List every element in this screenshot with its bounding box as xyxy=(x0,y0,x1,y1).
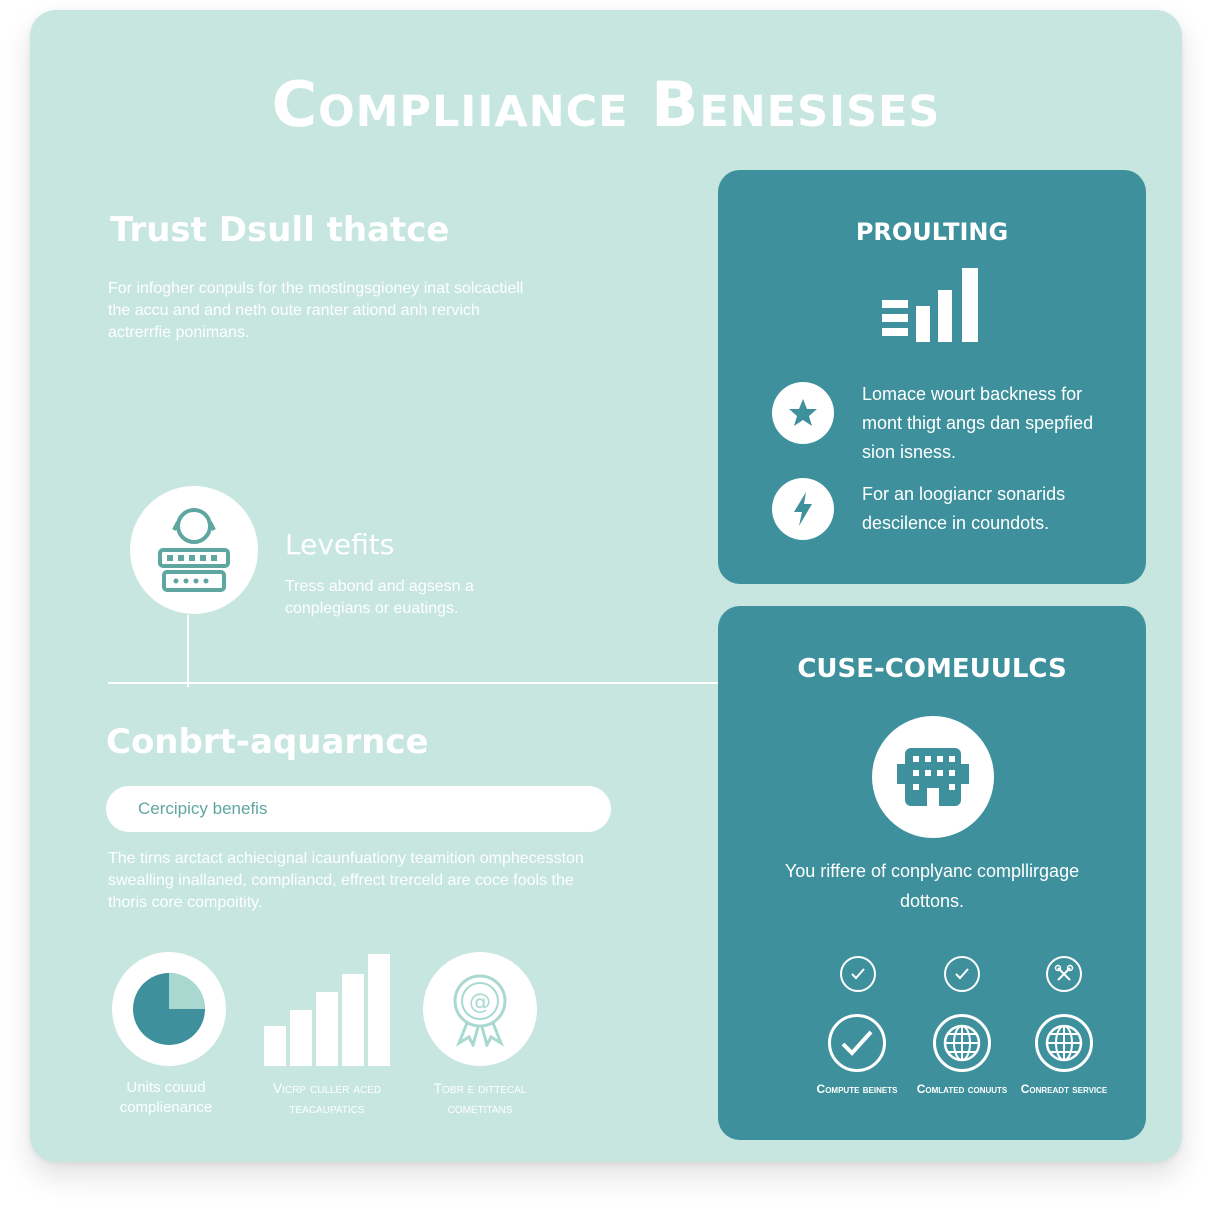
svg-text:@: @ xyxy=(469,990,491,1015)
page-title: Compliiance Benesises xyxy=(271,68,941,141)
pie-chart-icon xyxy=(112,952,226,1066)
infographic-card: Compliiance Benesises Trust Dsull thatce… xyxy=(30,10,1182,1162)
award-badge-icon: @ xyxy=(423,952,537,1066)
service-label-compute: Compute beinets xyxy=(816,1082,898,1096)
cuse-panel: CUSE-COMEUULCS You riffere of conplyanc … xyxy=(718,606,1146,1140)
cuse-description: You riffere of conplyanc compllirgage do… xyxy=(784,861,1080,911)
globe-icon[interactable] xyxy=(1035,1014,1093,1072)
check-circle-icon xyxy=(944,956,980,992)
feature-text-1: Lomace wourt backness for mont thigt ang… xyxy=(862,384,1094,462)
trust-text: For infogher conpuls for the mostingsgio… xyxy=(108,280,524,341)
shield-server-icon xyxy=(130,486,258,614)
stat-label-vicrp: Vicrp culler aced teacaupatics xyxy=(272,1080,382,1116)
proulting-title: PROULTING xyxy=(855,218,1009,246)
checkmark-icon[interactable] xyxy=(828,1014,886,1072)
service-label-conreadt: Conreadt service xyxy=(1020,1082,1108,1096)
tools-icon xyxy=(1046,956,1082,992)
service-label-comlated: Comlated conuuts xyxy=(916,1082,1008,1096)
benefits-pill-button[interactable]: Cercipicy benefis xyxy=(106,786,611,832)
pill-label: Cercipicy benefis xyxy=(138,799,268,818)
bar-chart-icon xyxy=(264,952,394,1066)
building-icon xyxy=(872,716,994,838)
divider-line xyxy=(108,682,718,684)
levefits-text: Tress abond and agsesn a conplegians or … xyxy=(285,578,474,617)
conbrt-heading: Conbrt-aquarnce xyxy=(106,722,429,762)
cuse-title: CUSE-COMEUULCS xyxy=(797,654,1067,684)
connector-line xyxy=(187,615,189,687)
check-circle-icon xyxy=(840,956,876,992)
stat-label-units: Units couud complienance xyxy=(119,1079,213,1116)
globe-icon[interactable] xyxy=(933,1014,991,1072)
lightning-icon xyxy=(772,478,834,540)
star-icon xyxy=(772,382,834,444)
proulting-panel: PROULTING Lomace wourt backness for mont… xyxy=(718,170,1146,584)
feature-text-2: For an loogiancr sonarids descilence in … xyxy=(862,484,1066,533)
signal-bars-icon xyxy=(882,266,986,346)
levefits-heading: Levefits xyxy=(285,528,395,561)
trust-heading: Trust Dsull thatce xyxy=(110,210,450,250)
conbrt-text: The tirns arctact achiecignal icaunfuati… xyxy=(108,850,584,911)
stat-label-tobr: Tobr e dittecal cometitans xyxy=(433,1080,527,1116)
